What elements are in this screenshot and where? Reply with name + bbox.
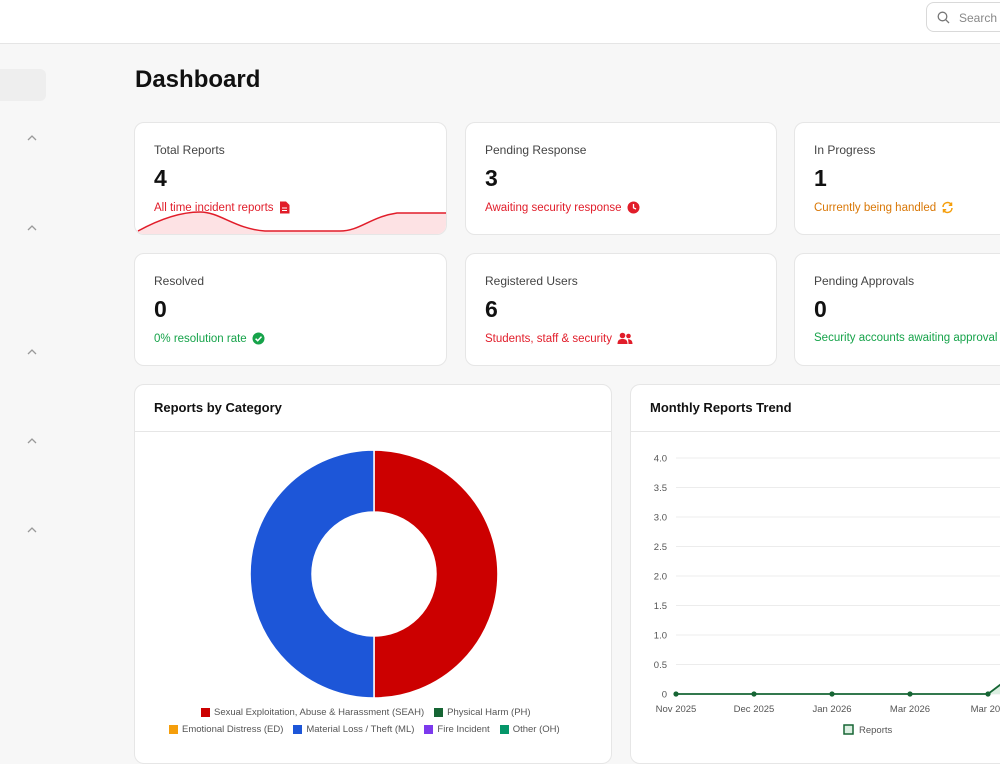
- legend-item[interactable]: Material Loss / Theft (ML): [293, 724, 414, 735]
- stat-label: Pending Approvals: [814, 274, 915, 288]
- legend-label: Emotional Distress (ED): [182, 724, 284, 735]
- users-icon: [617, 332, 633, 344]
- legend-swatch: [434, 708, 444, 717]
- chevron-up-icon[interactable]: [26, 224, 38, 232]
- stat-label: Total Reports: [154, 143, 225, 157]
- series-line: [676, 683, 1000, 695]
- chevron-up-icon[interactable]: [26, 526, 38, 534]
- stat-card-pending-approvals[interactable]: Pending Approvals 0 Security accounts aw…: [794, 253, 1000, 366]
- data-point[interactable]: [673, 691, 679, 697]
- stat-card-in-progress[interactable]: In Progress 1 Currently being handled: [794, 122, 1000, 235]
- stat-subtext-label: Currently being handled: [814, 201, 937, 214]
- x-tick-label: Dec 2025: [734, 704, 775, 715]
- sidebar: [0, 44, 60, 750]
- stat-card-pending-response[interactable]: Pending Response 3 Awaiting security res…: [465, 122, 777, 235]
- stat-subtext: Currently being handled: [814, 201, 954, 214]
- stat-value: 0: [814, 296, 827, 322]
- donut-slice[interactable]: [373, 449, 499, 699]
- legend-swatch: [293, 725, 303, 734]
- stat-subtext: Security accounts awaiting approval: [814, 332, 997, 344]
- refresh-icon: [942, 201, 953, 214]
- legend-label[interactable]: Reports: [859, 725, 893, 736]
- monthly-reports-trend-panel: Monthly Reports Trend 0 0.5 1.0 1.5 2.0 2.5 3.…: [630, 384, 1000, 764]
- x-tick-label: Jan 2026: [812, 704, 851, 715]
- clock-icon: [627, 201, 640, 214]
- legend-label: Sexual Exploitation, Abuse & Harassment …: [214, 707, 425, 718]
- stat-card-total-reports[interactable]: Total Reports 4 All time incident report…: [134, 122, 447, 235]
- legend-item[interactable]: Fire Incident: [424, 724, 490, 735]
- stat-card-registered-users[interactable]: Registered Users 6 Students, staff & sec…: [465, 253, 777, 366]
- stat-subtext-label: 0% resolution rate: [154, 332, 247, 345]
- legend-label: Material Loss / Theft (ML): [306, 724, 415, 735]
- legend-label: Fire Incident: [437, 724, 490, 735]
- y-tick-label: 1.0: [654, 631, 667, 642]
- check-circle-icon: [252, 332, 265, 345]
- legend-item[interactable]: Other (OH): [499, 724, 560, 735]
- search-input[interactable]: Search: [926, 2, 1000, 32]
- chevron-up-icon[interactable]: [26, 134, 38, 142]
- chevron-up-icon[interactable]: [26, 348, 38, 356]
- chevron-up-icon[interactable]: [26, 437, 38, 445]
- legend-item[interactable]: Physical Harm (PH): [434, 707, 531, 718]
- y-tick-label: 1.5: [654, 601, 667, 612]
- panel-header: Monthly Reports Trend: [631, 385, 1000, 432]
- legend-swatch: [169, 725, 178, 734]
- stat-subtext-label: Students, staff & security: [485, 332, 612, 345]
- y-tick-label: 3.5: [654, 483, 667, 494]
- stat-value: 1: [814, 165, 827, 191]
- x-tick-label: Mar 2026: [890, 704, 930, 715]
- y-tick-label: 0.5: [654, 660, 667, 671]
- stat-value: 0: [154, 296, 167, 322]
- y-tick-label: 3.0: [654, 513, 667, 524]
- stat-subtext-label: Awaiting security response: [485, 201, 622, 214]
- stat-subtext: Students, staff & security: [485, 332, 633, 345]
- sparkline: [137, 211, 446, 234]
- legend-swatch: [424, 725, 434, 734]
- donut-chart: [249, 449, 499, 699]
- panel-header: Reports by Category: [135, 385, 611, 432]
- y-tick-label: 4.0: [654, 454, 667, 465]
- stat-subtext-label: All time incident reports: [154, 201, 274, 214]
- data-point[interactable]: [907, 691, 913, 697]
- legend-item[interactable]: Emotional Distress (ED): [169, 724, 283, 735]
- x-tick-label: Mar 202: [971, 704, 1000, 715]
- stat-subtext: Awaiting security response: [485, 201, 640, 214]
- sidebar-item-active[interactable]: [0, 69, 46, 101]
- data-point[interactable]: [751, 691, 757, 697]
- y-tick-label: 0: [662, 690, 667, 701]
- stat-subtext: 0% resolution rate: [154, 332, 265, 345]
- stat-card-resolved[interactable]: Resolved 0 0% resolution rate: [134, 253, 447, 366]
- legend-item[interactable]: Sexual Exploitation, Abuse & Harassment …: [201, 707, 424, 718]
- panel-title: Reports by Category: [154, 400, 282, 415]
- stat-value: 6: [485, 296, 498, 322]
- legend-swatch: [201, 708, 210, 717]
- x-tick-label: Nov 2025: [656, 704, 697, 715]
- search-placeholder: Search: [959, 11, 998, 25]
- search-icon: [937, 11, 950, 24]
- donut-slice[interactable]: [249, 449, 375, 699]
- stat-label: In Progress: [814, 143, 876, 157]
- top-bar: Search: [0, 0, 1000, 44]
- stat-label: Registered Users: [485, 274, 578, 288]
- stat-subtext: All time incident reports: [154, 201, 290, 214]
- data-point[interactable]: [829, 691, 835, 697]
- page-title: Dashboard: [135, 66, 261, 93]
- line-chart: 0 0.5 1.0 1.5 2.0 2.5 3.0 3.5 4.0 Nov 2025 Dec 202…: [654, 454, 1000, 736]
- stat-value: 4: [154, 165, 167, 191]
- stat-value: 3: [485, 165, 498, 191]
- document-icon: [279, 201, 290, 214]
- stat-label: Pending Response: [485, 143, 587, 157]
- stat-subtext-label: Security accounts awaiting approval: [814, 332, 998, 344]
- legend-label: Other (OH): [512, 724, 560, 735]
- y-tick-label: 2.0: [654, 572, 667, 583]
- data-point[interactable]: [985, 691, 991, 697]
- y-tick-label: 2.5: [654, 542, 667, 553]
- reports-by-category-panel: Reports by Category Sexual Exploitation,…: [134, 384, 612, 764]
- legend-swatch: [843, 724, 854, 735]
- panel-title: Monthly Reports Trend: [650, 400, 792, 415]
- legend-label: Physical Harm (PH): [447, 707, 531, 718]
- stat-label: Resolved: [154, 274, 205, 288]
- legend-swatch: [499, 725, 509, 734]
